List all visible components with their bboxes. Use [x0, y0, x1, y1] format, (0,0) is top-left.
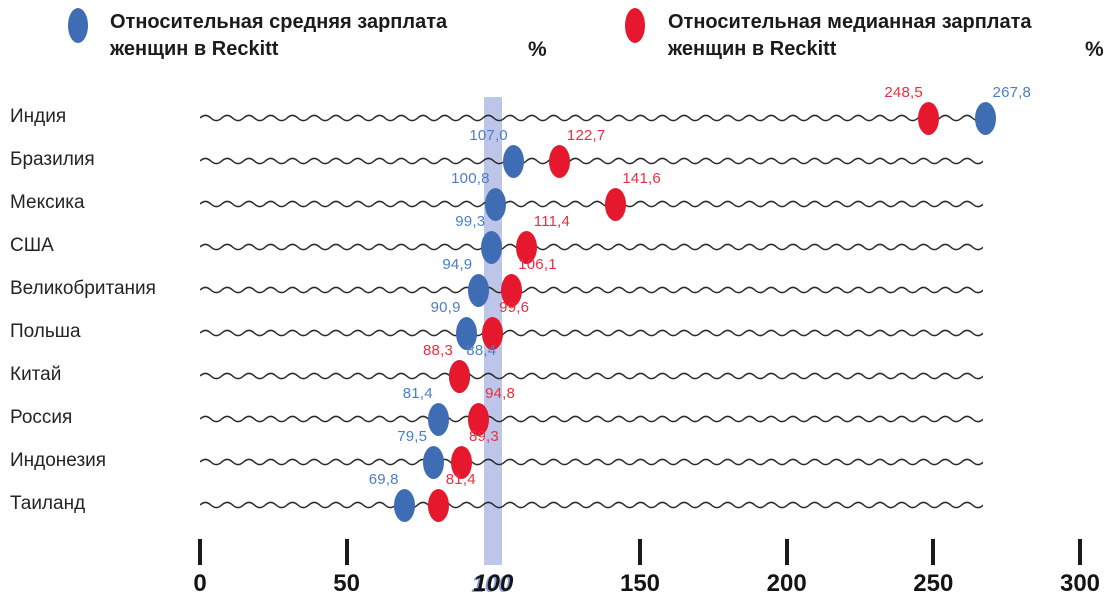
wavy-line — [199, 241, 984, 259]
median-value-label: 99,6 — [499, 299, 530, 316]
mean-series-legend-dot-icon — [68, 8, 88, 43]
category-label: Индонезия — [10, 450, 107, 471]
category-label: Россия — [10, 407, 73, 428]
median-dot — [448, 359, 470, 393]
mean-value-label: 267,8 — [992, 84, 1032, 101]
mean-dot — [428, 402, 450, 436]
axis-tick-label: 200 — [766, 570, 807, 597]
category-label: Таиланд — [10, 493, 86, 514]
mean-value-label: 69,8 — [368, 471, 399, 488]
mean-legend-line2: женщин в Reckitt — [110, 38, 279, 60]
median-dot — [451, 445, 473, 479]
axis-tick — [638, 539, 642, 565]
median-dot — [428, 488, 450, 522]
median-dot — [549, 144, 571, 178]
median-series-legend-label: Относительная медианная зарплата женщин … — [668, 9, 1032, 63]
mean-value-label: 90,9 — [430, 299, 461, 316]
median-value-label: 111,4 — [533, 213, 571, 230]
mean-axis-unit-label: % — [528, 38, 547, 61]
mean-value-label: 107,0 — [469, 127, 508, 144]
median-value-label: 94,8 — [485, 385, 516, 402]
mean-dot — [456, 316, 478, 350]
mean-dot — [394, 488, 416, 522]
median-legend-line1: Относительная медианная зарплата — [668, 11, 1032, 33]
mean-legend-line1: Относительная средняя зарплата — [110, 11, 448, 33]
mean-value-label: 88,4 — [466, 342, 497, 359]
mean-dot — [485, 187, 507, 221]
median-value-label: 122,7 — [566, 127, 606, 144]
axis-tick — [1078, 539, 1082, 565]
mean-series-legend-label: Относительная средняя зарплата женщин в … — [110, 9, 447, 63]
wavy-line — [199, 327, 984, 345]
axis-tick-label: 100 — [473, 570, 514, 597]
category-label: Великобритания — [10, 278, 156, 299]
median-value-label: 141,6 — [622, 170, 661, 187]
category-label: Бразилия — [10, 149, 95, 170]
axis-tick — [198, 539, 202, 565]
axis-tick-label: 50 — [333, 570, 361, 597]
median-dot — [918, 101, 940, 135]
wavy-line — [199, 456, 984, 474]
category-label: Мексика — [10, 192, 85, 213]
category-label: США — [10, 235, 54, 256]
category-label: Индия — [10, 106, 67, 127]
wavy-line — [199, 284, 984, 302]
median-value-label: 89,3 — [468, 428, 499, 445]
wavy-line — [199, 112, 984, 130]
wavy-line — [199, 370, 984, 388]
wavy-line — [199, 198, 984, 216]
axis-tick-label: 150 — [619, 570, 661, 597]
median-value-label: 248,5 — [884, 84, 923, 101]
median-dot — [500, 273, 522, 307]
mean-dot — [503, 144, 525, 178]
mean-value-label: 81,4 — [402, 385, 433, 402]
wavy-line — [199, 155, 984, 173]
median-dot — [604, 187, 626, 221]
median-series-legend-dot-icon — [625, 8, 645, 43]
mean-value-label: 94,9 — [442, 256, 473, 273]
mean-value-label: 100,8 — [451, 170, 490, 187]
mean-value-label: 79,5 — [397, 428, 428, 445]
median-value-label: 106,1 — [518, 256, 557, 273]
median-dot — [481, 316, 503, 350]
axis-tick-label: 250 — [913, 570, 954, 597]
median-axis-unit-label: % — [1085, 38, 1104, 61]
mean-value-label: 99,3 — [455, 213, 486, 230]
category-label: Китай — [10, 364, 62, 385]
axis-tick — [931, 539, 936, 565]
median-legend-line2: женщин в Reckitt — [668, 38, 837, 60]
axis-tick-label: 0 — [193, 570, 207, 597]
median-dot — [516, 230, 538, 264]
axis-tick-label: 300 — [1059, 570, 1101, 597]
axis-tick — [344, 539, 349, 565]
mean-dot — [975, 101, 997, 135]
wavy-line — [199, 499, 984, 517]
category-label: Польша — [10, 321, 81, 342]
mean-dot — [467, 273, 489, 307]
axis-tick — [784, 539, 789, 565]
median-dot — [467, 402, 489, 436]
wavy-line — [199, 413, 984, 431]
median-value-label: 81,4 — [445, 471, 476, 488]
mean-dot — [422, 445, 444, 479]
median-value-label: 88,3 — [423, 342, 453, 359]
mean-dot — [480, 230, 502, 264]
